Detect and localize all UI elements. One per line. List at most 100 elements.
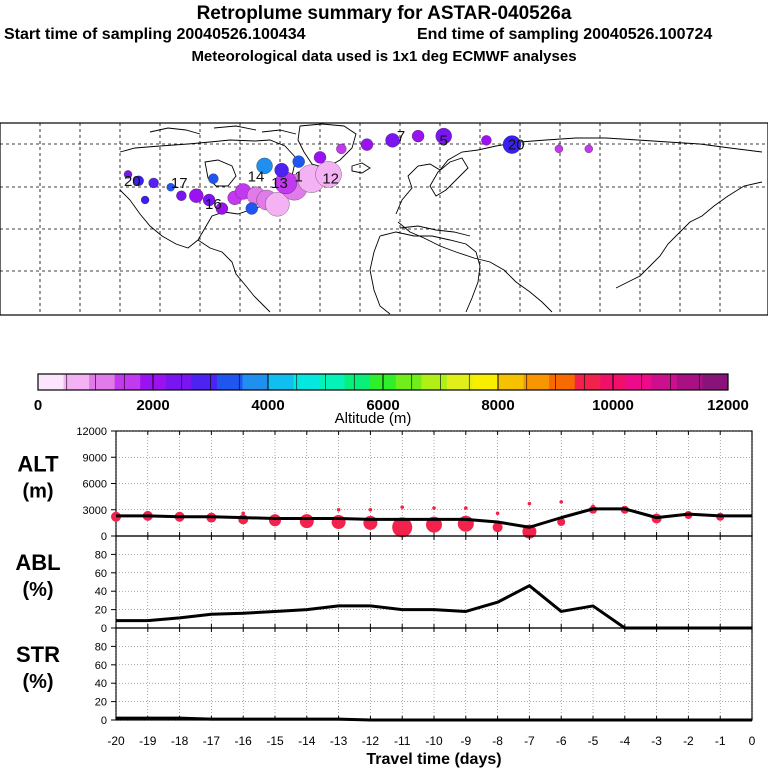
x-tick-label: -1 — [715, 734, 726, 748]
trajectory-marker — [245, 202, 258, 215]
trajectory-marker — [202, 193, 216, 207]
trajectory-marker — [265, 192, 290, 217]
altitude-marker — [492, 522, 503, 533]
y-tick-label: 60 — [95, 660, 107, 672]
x-axis-label: Travel time (days) — [366, 751, 501, 768]
trajectory-marker — [481, 135, 492, 146]
trajectory-marker — [189, 188, 204, 203]
colorbar-segment — [165, 374, 192, 390]
panel-label: STR — [16, 642, 60, 667]
altitude-marker — [392, 517, 413, 538]
trajectory-marker — [502, 135, 522, 154]
trajectory-marker — [274, 163, 289, 178]
x-tick-label: -12 — [362, 734, 380, 748]
scandinavia-outline — [429, 157, 469, 197]
x-tick-label: 0 — [749, 734, 756, 748]
x-tick-label: -16 — [235, 734, 253, 748]
altitude-colorbar: 0 2000 4000 6000 8000 10000 12000 Altitude (m) — [34, 373, 749, 427]
trajectory-marker — [133, 175, 144, 186]
x-tick-label: -19 — [139, 734, 157, 748]
colorbar-tick-label: 6000 — [366, 397, 399, 414]
colorbar-segment — [344, 374, 371, 390]
trajectory-marker — [292, 155, 305, 168]
panel-unit: (m) — [22, 481, 53, 503]
trajectory-label: 7 — [397, 128, 405, 145]
colorbar-segment — [268, 374, 295, 390]
trajectory-label: 13 — [271, 175, 288, 192]
colorbar-segment — [63, 374, 90, 390]
colorbar-segment — [216, 374, 243, 390]
y-tick-label: 0 — [101, 715, 107, 727]
altitude-spread-marker — [400, 505, 405, 509]
colorbar-segment — [676, 374, 703, 390]
y-tick-label: 0 — [101, 623, 107, 635]
trajectory-marker — [176, 190, 187, 201]
colorbar-tick-label: 2000 — [136, 397, 169, 414]
x-tick-label: -17 — [203, 734, 221, 748]
trajectory-marker — [584, 144, 593, 154]
colorbar-segment — [446, 374, 473, 390]
altitude-spread-marker — [273, 514, 277, 518]
x-tick-label: -6 — [556, 734, 567, 748]
colorbar-segment — [574, 374, 601, 390]
trajectory-label: 17 — [171, 175, 188, 192]
series-line — [116, 507, 752, 529]
trajectory-marker — [215, 202, 229, 215]
trajectory-marker — [313, 151, 327, 164]
colorbar-segment — [191, 374, 218, 390]
trajectory-label: 12 — [322, 171, 339, 188]
y-tick-label: 3000 — [83, 505, 107, 517]
y-tick-label: 6000 — [83, 479, 107, 491]
y-tick-label: 12000 — [76, 426, 107, 438]
panel-abl: 80 60 40 20 0 ABL (%) — [15, 535, 753, 635]
x-tick-label: -2 — [683, 734, 694, 748]
end-time-label: End time of sampling 20040526.100724 — [417, 26, 713, 43]
trajectory-label: 16 — [205, 196, 222, 213]
trajectory-marker — [336, 143, 347, 155]
chart-title: Retroplume summary for ASTAR-040526a — [196, 3, 572, 24]
colorbar-segment — [319, 374, 346, 390]
iceland-outline — [351, 162, 371, 174]
x-tick-label: -4 — [619, 734, 630, 748]
trajectory-marker — [315, 161, 342, 188]
y-tick-label: 0 — [101, 531, 107, 543]
mediterranean-outline — [399, 225, 471, 237]
x-tick-label: -13 — [330, 734, 348, 748]
trajectory-labels: 20 17 16 14 13 1 12 7 5 20 — [124, 128, 525, 213]
map-panel: 20 17 16 14 13 1 12 7 5 20 — [0, 122, 768, 316]
trajectory-marker — [385, 133, 400, 148]
map-graticule — [0, 123, 768, 315]
colorbar-segment — [549, 374, 576, 390]
colorbar-tick-label: 12000 — [707, 397, 749, 414]
met-data-label: Meteorological data used is 1x1 deg ECMW… — [191, 48, 577, 65]
altitude-marker — [299, 514, 314, 529]
eurasia-outline — [395, 137, 763, 313]
altitude-spread-marker — [241, 511, 245, 516]
x-tick-label: -18 — [171, 734, 189, 748]
colorbar-segment — [472, 374, 499, 390]
map-frame — [0, 122, 768, 316]
x-tick-label: -10 — [425, 734, 443, 748]
start-time-label: Start time of sampling 20040526.100434 — [4, 26, 306, 43]
altitude-marker — [238, 514, 249, 525]
x-tick-label: -9 — [460, 734, 471, 748]
y-tick-label: 9000 — [83, 452, 107, 464]
trajectory-marker — [140, 195, 150, 205]
trajectory-marker — [148, 177, 159, 189]
time-series-panels: 120009000600030000ALT(m)806040200ABL(%)8… — [15, 426, 755, 768]
trajectory-marker — [256, 157, 273, 175]
greenland-outline — [297, 123, 357, 169]
x-tick-label: -20 — [107, 734, 125, 748]
x-tick-label: -3 — [651, 734, 662, 748]
colorbar-segment — [293, 374, 320, 390]
altitude-spread-marker — [464, 506, 468, 510]
y-tick-label: 20 — [95, 697, 107, 709]
trajectory-label: 20 — [508, 137, 525, 154]
y-tick-label: 40 — [95, 678, 107, 690]
altitude-spread-marker — [559, 500, 563, 504]
altitude-spread-marker — [527, 501, 532, 506]
altitude-spread-marker — [591, 504, 595, 509]
trajectory-marker — [166, 183, 175, 192]
